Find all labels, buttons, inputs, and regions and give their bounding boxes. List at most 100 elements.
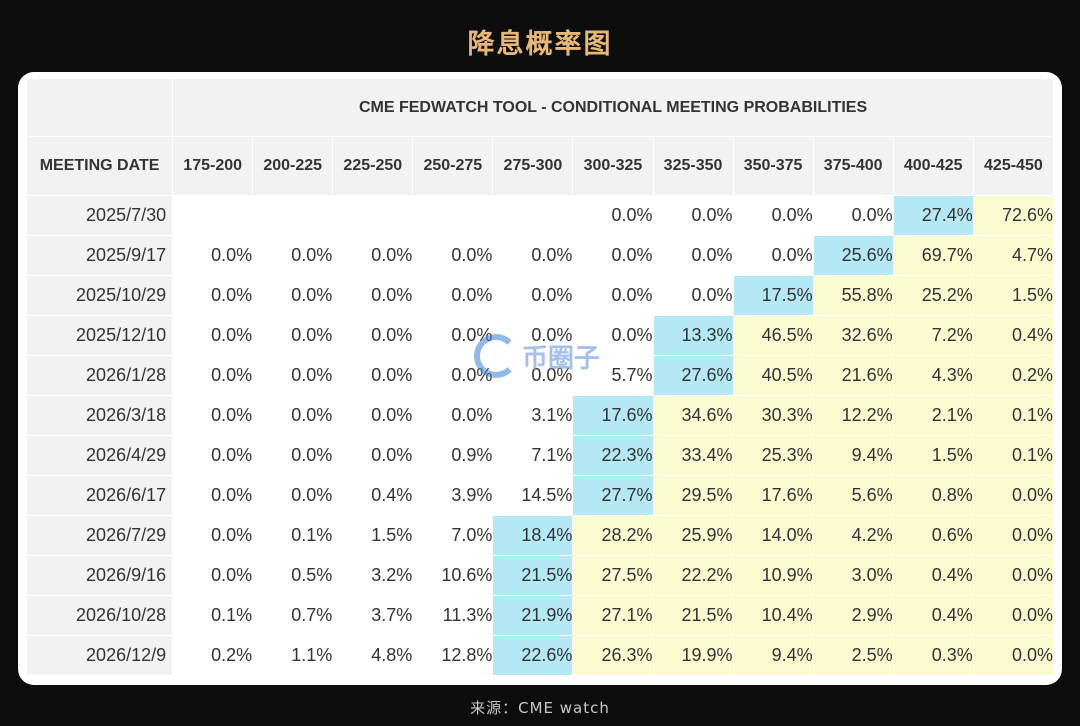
meeting-date-cell: 2025/12/10 (25, 315, 174, 356)
meeting-date-cell: 2025/10/29 (25, 275, 174, 316)
probability-cell: 0.0% (652, 235, 734, 276)
probability-cell: 0.0% (652, 195, 734, 236)
probability-cell: 27.4% (892, 195, 974, 236)
probability-cell: 0.0% (172, 395, 254, 436)
probability-cell: 28.2% (572, 515, 654, 556)
probability-cell: 12.2% (812, 395, 894, 436)
probability-cell: 2.5% (812, 635, 894, 676)
page-title: 降息概率图 (467, 29, 613, 60)
probability-cell: 0.0% (172, 555, 254, 596)
probability-cell: 0.0% (172, 435, 254, 476)
probability-cell: 22.6% (492, 635, 574, 676)
probability-cell: 0.0% (492, 355, 574, 396)
probability-cell: 33.4% (652, 435, 734, 476)
probability-cell: 0.0% (172, 315, 254, 356)
probability-cell: 3.1% (492, 395, 574, 436)
probability-cell: 7.1% (492, 435, 574, 476)
meeting-date-cell: 2026/3/18 (25, 395, 174, 436)
probability-cell: 0.0% (332, 395, 414, 436)
probability-cell: 21.5% (652, 595, 734, 636)
probability-cell (172, 195, 254, 236)
probability-cell: 0.0% (332, 275, 414, 316)
probability-cell: 27.5% (572, 555, 654, 596)
probability-cell: 0.0% (812, 195, 894, 236)
probability-cell: 0.0% (172, 355, 254, 396)
probability-cell (332, 195, 414, 236)
probability-cell: 0.2% (972, 355, 1055, 396)
column-header-175-200: 175-200 (172, 136, 254, 196)
probability-cell: 0.0% (972, 475, 1055, 516)
probability-cell: 19.9% (652, 635, 734, 676)
meeting-date-cell: 2025/7/30 (25, 195, 174, 236)
meeting-date-cell: 2025/9/17 (25, 235, 174, 276)
probability-cell: 21.5% (492, 555, 574, 596)
table-title-row: CME FEDWATCH TOOL - CONDITIONAL MEETING … (25, 78, 1054, 137)
probability-cell: 3.2% (332, 555, 414, 596)
table-row: 2025/9/17 0.0% 0.0% 0.0% 0.0% 0.0% 0.0% 0.0% 0.0… (25, 235, 1055, 276)
probability-cell: 0.0% (332, 235, 414, 276)
table-row: 2026/3/18 0.0% 0.0% 0.0% 0.0% 3.1% 17.6% 34.6% 3… (25, 395, 1055, 436)
probability-cell: 0.0% (332, 355, 414, 396)
probability-cell: 0.0% (572, 235, 654, 276)
probability-cell: 0.1% (972, 395, 1055, 436)
meeting-date-cell: 2026/9/16 (25, 555, 174, 596)
probability-cell: 25.9% (652, 515, 734, 556)
table-row: 2025/12/10 0.0% 0.0% 0.0% 0.0% 0.0% 0.0% 13.3% 4… (25, 315, 1055, 356)
probability-cell: 29.5% (652, 475, 734, 516)
probability-cell: 0.0% (572, 195, 654, 236)
probability-cell: 0.5% (252, 555, 334, 596)
probability-cell: 0.4% (332, 475, 414, 516)
probability-cell (412, 195, 494, 236)
column-header-200-225: 200-225 (252, 136, 334, 196)
probability-cell (492, 195, 574, 236)
table-row: 2026/7/29 0.0% 0.1% 1.5% 7.0% 18.4% 28.2% 25.9%… (25, 515, 1055, 556)
probability-cell: 69.7% (892, 235, 974, 276)
probability-cell: 0.7% (252, 595, 334, 636)
probability-cell: 0.0% (492, 315, 574, 356)
column-header-225-250: 225-250 (332, 136, 414, 196)
probability-cell: 3.7% (332, 595, 414, 636)
probability-cell: 4.7% (972, 235, 1055, 276)
probability-cell: 26.3% (572, 635, 654, 676)
probability-cell: 0.0% (332, 315, 414, 356)
probability-cell: 0.8% (892, 475, 974, 516)
probability-cell: 12.8% (412, 635, 494, 676)
probability-cell (252, 195, 334, 236)
probability-cell: 0.0% (412, 355, 494, 396)
probability-cell: 0.0% (412, 235, 494, 276)
probability-cell: 0.0% (172, 235, 254, 276)
probability-cell: 17.6% (572, 395, 654, 436)
table-row: 2026/1/28 0.0% 0.0% 0.0% 0.0% 0.0% 5.7% 27.6% 40… (25, 355, 1055, 396)
probability-cell: 0.0% (572, 275, 654, 316)
probability-cell: 0.0% (412, 395, 494, 436)
probability-cell: 0.0% (252, 235, 334, 276)
probability-cell: 0.4% (892, 595, 974, 636)
meeting-date-cell: 2026/7/29 (25, 515, 174, 556)
probability-cell: 25.3% (732, 435, 814, 476)
probability-cell: 2.9% (812, 595, 894, 636)
probability-cell: 13.3% (652, 315, 734, 356)
probability-cell: 0.0% (652, 275, 734, 316)
source-caption: 来源：CME watch (470, 699, 610, 717)
probability-cell: 0.9% (412, 435, 494, 476)
probability-cell: 0.0% (252, 275, 334, 316)
probability-cell: 27.6% (652, 355, 734, 396)
probability-cell: 27.7% (572, 475, 654, 516)
table-row: 2026/6/17 0.0% 0.0% 0.4% 3.9% 14.5% 27.7% 29.5%… (25, 475, 1055, 516)
probability-cell: 4.3% (892, 355, 974, 396)
probability-cell: 3.9% (412, 475, 494, 516)
probability-cell: 0.0% (252, 315, 334, 356)
probability-cell: 0.0% (412, 315, 494, 356)
probability-cell: 2.1% (892, 395, 974, 436)
probability-cell: 46.5% (732, 315, 814, 356)
probability-cell: 3.0% (812, 555, 894, 596)
meeting-date-header: MEETING DATE (25, 136, 174, 196)
probability-cell: 0.0% (972, 595, 1055, 636)
probability-table: CME FEDWATCH TOOL - CONDITIONAL MEETING … (25, 78, 1055, 676)
probability-cell: 0.3% (892, 635, 974, 676)
column-header-250-275: 250-275 (412, 136, 494, 196)
probability-cell: 0.0% (332, 435, 414, 476)
probability-cell: 40.5% (732, 355, 814, 396)
probability-cell: 5.6% (812, 475, 894, 516)
probability-cell: 14.5% (492, 475, 574, 516)
